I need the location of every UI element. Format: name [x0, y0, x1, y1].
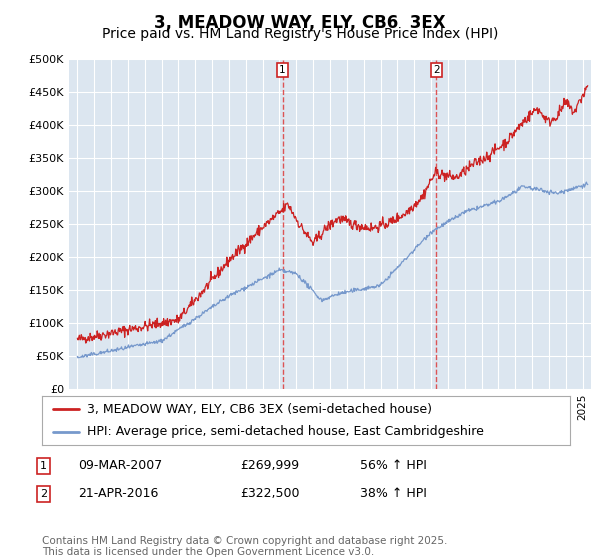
Text: £322,500: £322,500 — [240, 487, 299, 501]
Text: 3, MEADOW WAY, ELY, CB6  3EX: 3, MEADOW WAY, ELY, CB6 3EX — [154, 14, 446, 32]
Text: £269,999: £269,999 — [240, 459, 299, 473]
Text: 1: 1 — [40, 461, 47, 471]
Text: 2: 2 — [433, 65, 440, 74]
Text: Contains HM Land Registry data © Crown copyright and database right 2025.
This d: Contains HM Land Registry data © Crown c… — [42, 535, 448, 557]
Text: 3, MEADOW WAY, ELY, CB6 3EX (semi-detached house): 3, MEADOW WAY, ELY, CB6 3EX (semi-detach… — [87, 403, 432, 416]
Text: 56% ↑ HPI: 56% ↑ HPI — [360, 459, 427, 473]
Text: 2: 2 — [40, 489, 47, 499]
Text: Price paid vs. HM Land Registry's House Price Index (HPI): Price paid vs. HM Land Registry's House … — [102, 27, 498, 41]
Text: 09-MAR-2007: 09-MAR-2007 — [78, 459, 162, 473]
Text: HPI: Average price, semi-detached house, East Cambridgeshire: HPI: Average price, semi-detached house,… — [87, 426, 484, 438]
Text: 1: 1 — [279, 65, 286, 74]
Text: 38% ↑ HPI: 38% ↑ HPI — [360, 487, 427, 501]
Text: 21-APR-2016: 21-APR-2016 — [78, 487, 158, 501]
